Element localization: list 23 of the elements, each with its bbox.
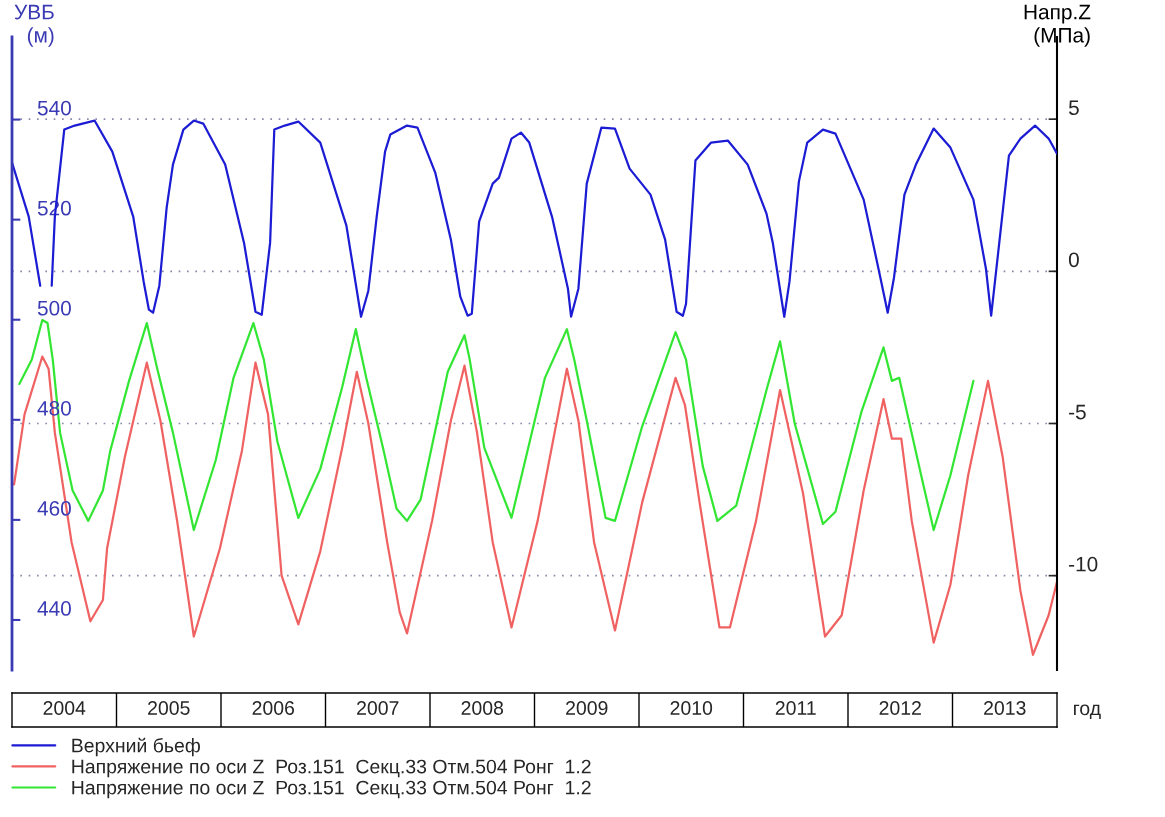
legend-label: Напряжение по оси Z Роз.151 Секц.33 Отм.504 Ронг 1.2 xyxy=(72,780,591,799)
x-tick-label: 2013 xyxy=(984,701,1026,715)
y2-tick-label: -10 xyxy=(1069,556,1098,572)
x-tick-label: 2009 xyxy=(566,701,608,715)
x-tick-label: 2006 xyxy=(252,701,295,715)
legend-label: Верхний бьеф xyxy=(72,737,200,757)
x-tick-label: 2007 xyxy=(357,701,399,715)
x-tick-label: 2005 xyxy=(148,701,190,715)
y2-tick-label: 5 xyxy=(1068,100,1079,116)
y-tick-label: 500 xyxy=(37,300,71,316)
x-tick-label: 2004 xyxy=(43,701,86,715)
x-tick-label: 2008 xyxy=(461,701,504,715)
y2-axis-title: Напр.Z (МПа) xyxy=(1024,4,1091,47)
x-tick-label: 2011 xyxy=(775,701,816,715)
y2-tick-label: 0 xyxy=(1068,252,1079,268)
legend-label: Напряжение по оси Z Роз.151 Секц.33 Отм.504 Ронг 1.2 xyxy=(72,759,591,778)
y-axis-title: УВБ (м) xyxy=(14,4,54,47)
x-axis-title: год xyxy=(1074,704,1101,719)
y2-tick-label: -5 xyxy=(1069,404,1086,420)
y-tick-label: 440 xyxy=(37,601,71,616)
x-tick-label: 2010 xyxy=(670,701,713,715)
x-tick-label: 2012 xyxy=(879,701,921,715)
y-tick-label: 540 xyxy=(37,100,71,116)
